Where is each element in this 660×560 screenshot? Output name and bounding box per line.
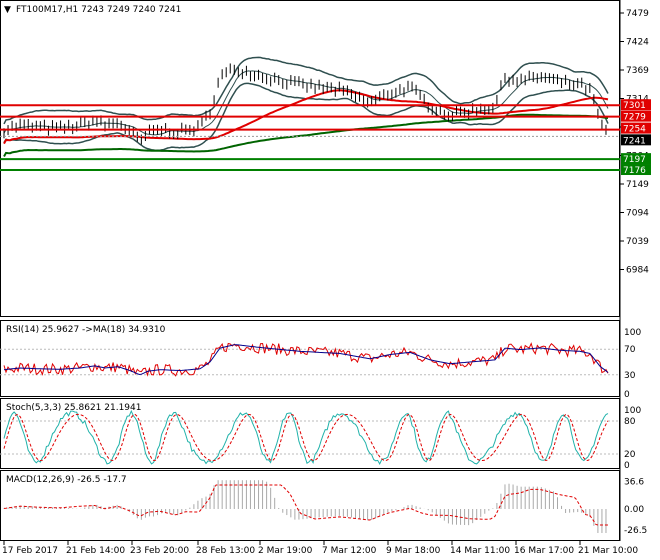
stoch-tick-label: 20	[624, 450, 636, 460]
level-label-box	[621, 122, 651, 134]
main-pane	[0, 56, 620, 172]
macd-tick-label: 36.6	[624, 478, 644, 488]
price-tick-label: 7149	[626, 180, 649, 190]
macd-pane	[3, 480, 608, 533]
price-tick-label: 6984	[626, 266, 649, 276]
stoch-signal-line	[3, 413, 609, 462]
rsi-tick-label: 100	[624, 328, 641, 338]
level-label-box	[621, 164, 651, 176]
pane-frames	[0, 0, 620, 541]
price-tick-label: 7424	[626, 38, 649, 48]
axes: 7479742473697314725972047149709470396984…	[2, 9, 651, 556]
level-label: 7241	[623, 136, 646, 146]
macd-tick-label: -26.5	[624, 526, 647, 536]
price-tick-label: 7369	[626, 66, 649, 76]
macd-title: MACD(12,26,9) -26.5 -17.7	[6, 475, 127, 485]
rsi-tick-label: 0	[624, 390, 630, 400]
stoch-title: Stoch(5,3,3) 25.8621 21.1941	[6, 403, 141, 413]
time-tick-label: 9 Mar 18:00	[386, 546, 441, 556]
bollinger-upper-line	[3, 56, 609, 125]
level-label: 7301	[623, 101, 646, 111]
time-tick-label: 21 Mar 10:00	[578, 546, 638, 556]
rsi-ma-line	[3, 344, 609, 376]
level-label-box	[621, 153, 651, 165]
time-tick-label: 16 Mar 17:00	[514, 546, 574, 556]
price-tick-label: 7039	[626, 237, 649, 247]
rsi-title: RSI(14) 25.9627 ->MA(18) 34.9310	[6, 325, 166, 335]
time-tick-label: 14 Mar 11:00	[450, 546, 510, 556]
level-label-box	[621, 134, 651, 146]
rsi-tick-label: 30	[624, 371, 636, 381]
rsi-line	[3, 342, 609, 377]
time-tick-label: 28 Feb 13:00	[196, 546, 255, 556]
level-label-box	[621, 99, 651, 111]
stoch-pane	[0, 409, 620, 465]
level-label-box	[621, 110, 651, 122]
time-tick-label: 21 Feb 14:00	[66, 546, 125, 556]
stoch-tick-label: 100	[624, 406, 641, 416]
price-tick-label: 7479	[626, 9, 649, 19]
stoch-tick-label: 80	[624, 417, 636, 427]
level-label: 7176	[623, 166, 646, 176]
time-tick-label: 2 Mar 19:00	[258, 546, 313, 556]
rsi-pane	[0, 342, 620, 377]
level-label: 7279	[623, 113, 646, 123]
macd-signal-line	[3, 484, 608, 526]
time-tick-label: 17 Feb 2017	[2, 546, 58, 556]
time-tick-label: 7 Mar 12:00	[322, 546, 377, 556]
level-label: 7254	[623, 125, 646, 135]
time-tick-label: 23 Feb 20:00	[130, 546, 189, 556]
stoch-main-line	[3, 409, 609, 465]
price-tick-label: 7094	[626, 209, 649, 219]
rsi-tick-label: 70	[624, 345, 636, 355]
level-label: 7197	[623, 155, 646, 165]
main-title: FT100M17,H1 7243 7249 7240 7241	[16, 5, 181, 15]
macd-tick-label: 0.00	[624, 505, 644, 515]
collapse-arrow-icon[interactable]: ▼	[4, 5, 11, 15]
stoch-tick-label: 0	[624, 461, 630, 471]
